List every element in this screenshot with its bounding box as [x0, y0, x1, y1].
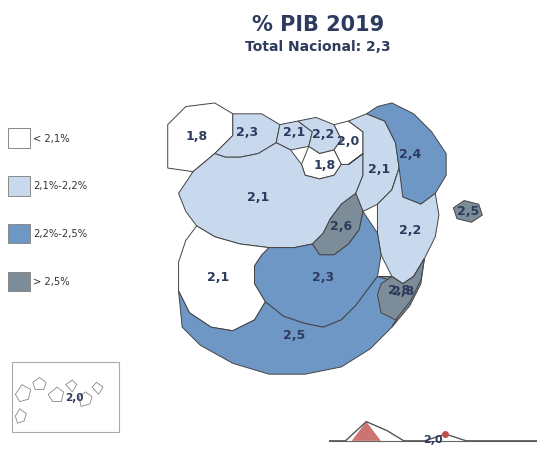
- Text: 2,1: 2,1: [207, 271, 230, 283]
- Text: 2,2: 2,2: [312, 128, 334, 141]
- Text: 2,5: 2,5: [283, 328, 305, 341]
- Text: 1,8: 1,8: [186, 130, 208, 143]
- Text: 2,6: 2,6: [330, 220, 352, 233]
- FancyBboxPatch shape: [8, 129, 30, 149]
- Text: < 2,1%: < 2,1%: [33, 133, 70, 143]
- Text: % PIB 2019: % PIB 2019: [252, 15, 384, 35]
- Text: 2,4: 2,4: [399, 148, 421, 161]
- Text: > 2,5%: > 2,5%: [33, 276, 70, 286]
- Text: 1,8: 1,8: [314, 159, 336, 171]
- FancyBboxPatch shape: [8, 272, 30, 291]
- Polygon shape: [298, 118, 341, 154]
- FancyBboxPatch shape: [8, 177, 30, 196]
- Polygon shape: [15, 409, 26, 423]
- Polygon shape: [215, 115, 280, 158]
- Polygon shape: [179, 226, 269, 331]
- Polygon shape: [378, 259, 425, 327]
- Polygon shape: [15, 385, 31, 402]
- Polygon shape: [453, 201, 482, 223]
- Text: 2,1: 2,1: [283, 126, 305, 139]
- Polygon shape: [334, 122, 363, 165]
- Polygon shape: [352, 422, 381, 441]
- Text: 2,0: 2,0: [338, 135, 359, 148]
- Text: 2,0: 2,0: [423, 434, 443, 444]
- Polygon shape: [48, 387, 64, 402]
- Polygon shape: [168, 104, 233, 172]
- Text: 2,1: 2,1: [368, 162, 390, 175]
- Text: 2,0: 2,0: [65, 392, 84, 402]
- Polygon shape: [79, 392, 92, 406]
- Polygon shape: [367, 104, 446, 205]
- Text: Total Nacional: 2,3: Total Nacional: 2,3: [245, 41, 391, 54]
- Text: 2,3: 2,3: [312, 271, 334, 283]
- Polygon shape: [349, 115, 399, 212]
- Polygon shape: [254, 212, 381, 327]
- Polygon shape: [312, 194, 363, 255]
- FancyBboxPatch shape: [8, 225, 30, 244]
- Polygon shape: [378, 169, 439, 284]
- Polygon shape: [66, 380, 77, 392]
- Text: 2,2%-2,5%: 2,2%-2,5%: [33, 229, 87, 239]
- Polygon shape: [179, 143, 363, 248]
- Text: 2,1: 2,1: [247, 191, 269, 204]
- Polygon shape: [378, 259, 425, 320]
- Polygon shape: [92, 382, 103, 395]
- Text: 2,3: 2,3: [236, 126, 258, 139]
- Polygon shape: [301, 147, 341, 179]
- Text: 2,2: 2,2: [399, 224, 421, 236]
- Text: 2,1%-2,2%: 2,1%-2,2%: [33, 181, 87, 191]
- Polygon shape: [179, 277, 407, 374]
- Text: 2,8: 2,8: [392, 285, 414, 298]
- Text: 2,5: 2,5: [456, 205, 479, 218]
- Polygon shape: [276, 122, 312, 151]
- Polygon shape: [33, 377, 46, 390]
- Text: 2,8: 2,8: [388, 283, 410, 296]
